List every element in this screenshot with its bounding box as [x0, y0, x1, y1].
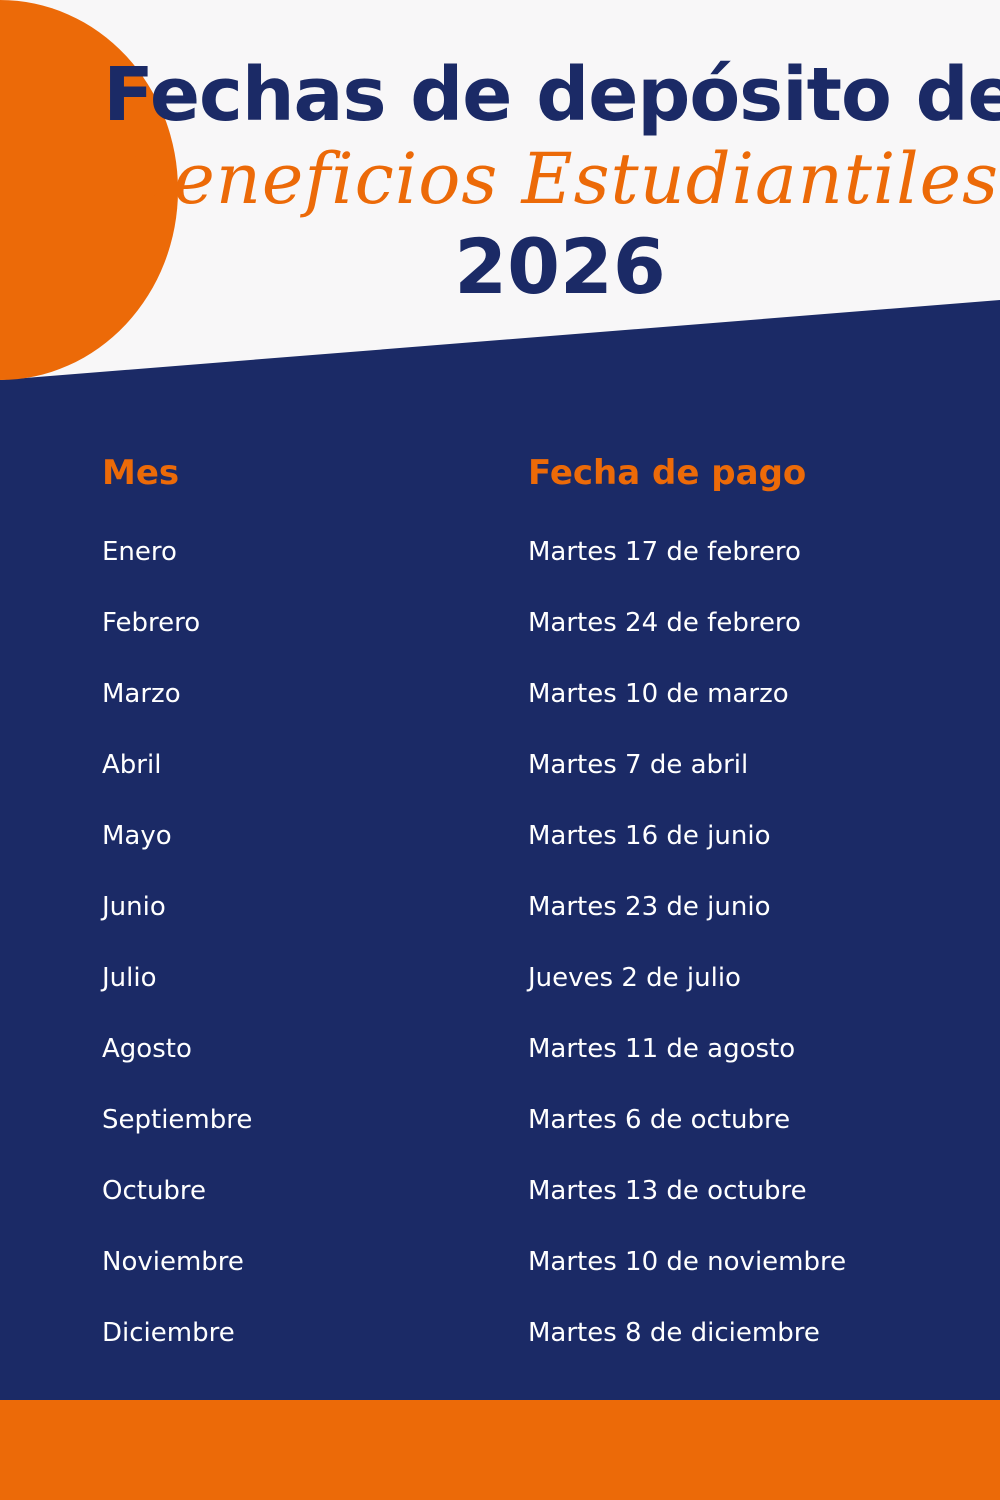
- payment-date-cell: Martes 6 de octubre: [528, 1105, 791, 1135]
- payment-date-cell: Martes 10 de marzo: [528, 679, 789, 709]
- payment-date-cell: Martes 24 de febrero: [528, 608, 801, 638]
- orange-footer-band: [0, 1400, 1000, 1500]
- month-cell: Agosto: [102, 1034, 192, 1064]
- payment-date-cell: Martes 11 de agosto: [528, 1034, 796, 1064]
- month-column: Mes Enero Febrero Marzo Abril Mayo Junio Julio…: [102, 450, 252, 1369]
- orange-circle: [0, 0, 178, 380]
- date-column: Fecha de pago Martes 17 de febrero Martes…: [528, 450, 846, 1369]
- title-line-1: Fechas de depósito de: [103, 52, 1000, 138]
- payment-date-cell: Martes 8 de diciembre: [528, 1318, 820, 1348]
- payment-date-cell: Martes 7 de abril: [528, 750, 749, 780]
- payment-date-cell: Martes 13 de octubre: [528, 1176, 807, 1206]
- column-header-date: Fecha de pago: [528, 453, 807, 493]
- month-cell: Marzo: [102, 679, 181, 709]
- month-cell: Mayo: [102, 821, 172, 851]
- month-cell: Enero: [102, 537, 177, 567]
- month-cell: Abril: [102, 750, 162, 780]
- column-header-month: Mes: [102, 453, 180, 493]
- payment-date-cell: Martes 10 de noviembre: [528, 1247, 847, 1277]
- month-cell: Febrero: [102, 608, 201, 638]
- title-line-2: Beneficios Estudiantiles: [120, 138, 1000, 220]
- payment-date-cell: Jueves 2 de julio: [528, 963, 741, 993]
- month-cell: Julio: [102, 963, 157, 993]
- month-cell: Junio: [102, 892, 166, 922]
- navy-panel: [0, 300, 1000, 1400]
- month-cell: Octubre: [102, 1176, 207, 1206]
- month-cell: Noviembre: [102, 1247, 244, 1277]
- title-year: 2026: [454, 222, 666, 311]
- month-cell: Septiembre: [102, 1105, 253, 1135]
- month-cell: Diciembre: [102, 1318, 235, 1348]
- payment-date-cell: Martes 17 de febrero: [528, 537, 801, 567]
- payment-date-cell: Martes 16 de junio: [528, 821, 771, 851]
- payment-date-cell: Martes 23 de junio: [528, 892, 771, 922]
